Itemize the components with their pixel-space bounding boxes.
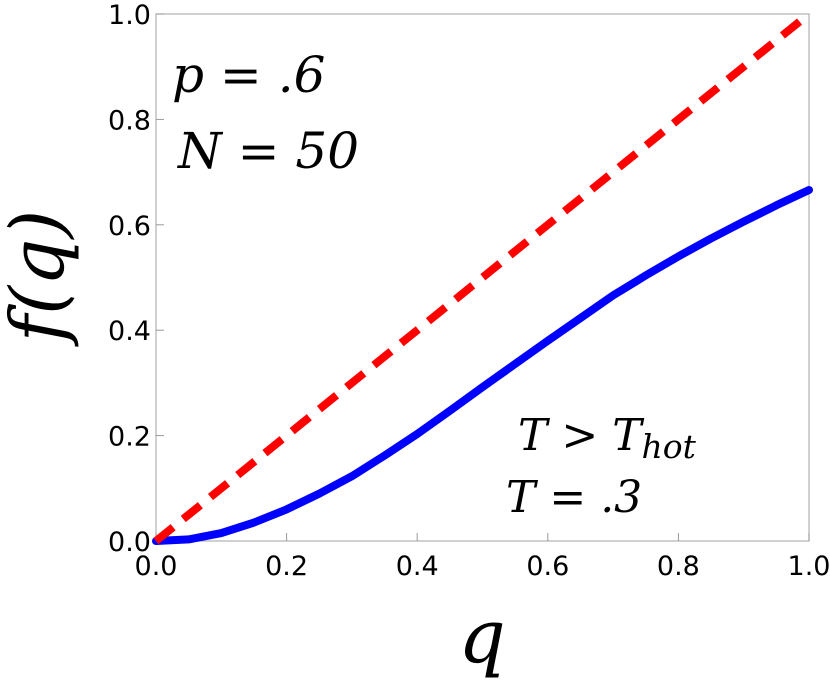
x-axis-label: q xyxy=(458,594,505,680)
plot-frame xyxy=(155,13,810,542)
x-tick-label: 0.0 xyxy=(135,551,178,582)
annotation-t-condition-main: T > T xyxy=(518,410,645,461)
annotation-n: N = 50 xyxy=(177,122,359,180)
x-tick-label: 0.8 xyxy=(657,551,700,582)
solid-curve-line xyxy=(152,186,813,545)
annotation-t-condition-sub: hot xyxy=(642,427,697,466)
x-tick-label: 1.0 xyxy=(788,551,830,582)
y-tick-label: 0.8 xyxy=(108,105,151,136)
y-tick-label: 0.6 xyxy=(108,211,151,242)
annotation-t-value: T = .3 xyxy=(506,472,642,523)
y-tick-label: 0.0 xyxy=(108,527,151,558)
y-axis-label: f(q) xyxy=(0,210,81,348)
x-tick-label: 0.4 xyxy=(396,551,439,582)
annotation-t-condition: T > Thot xyxy=(518,410,697,466)
x-tick-label: 0.6 xyxy=(526,551,569,582)
y-tick-label: 0.4 xyxy=(108,316,151,347)
y-tick-label: 0.2 xyxy=(108,422,151,453)
annotation-p: p = .6 xyxy=(172,46,325,104)
x-tick-label: 0.2 xyxy=(265,551,308,582)
y-tick-label: 1.0 xyxy=(108,0,151,31)
